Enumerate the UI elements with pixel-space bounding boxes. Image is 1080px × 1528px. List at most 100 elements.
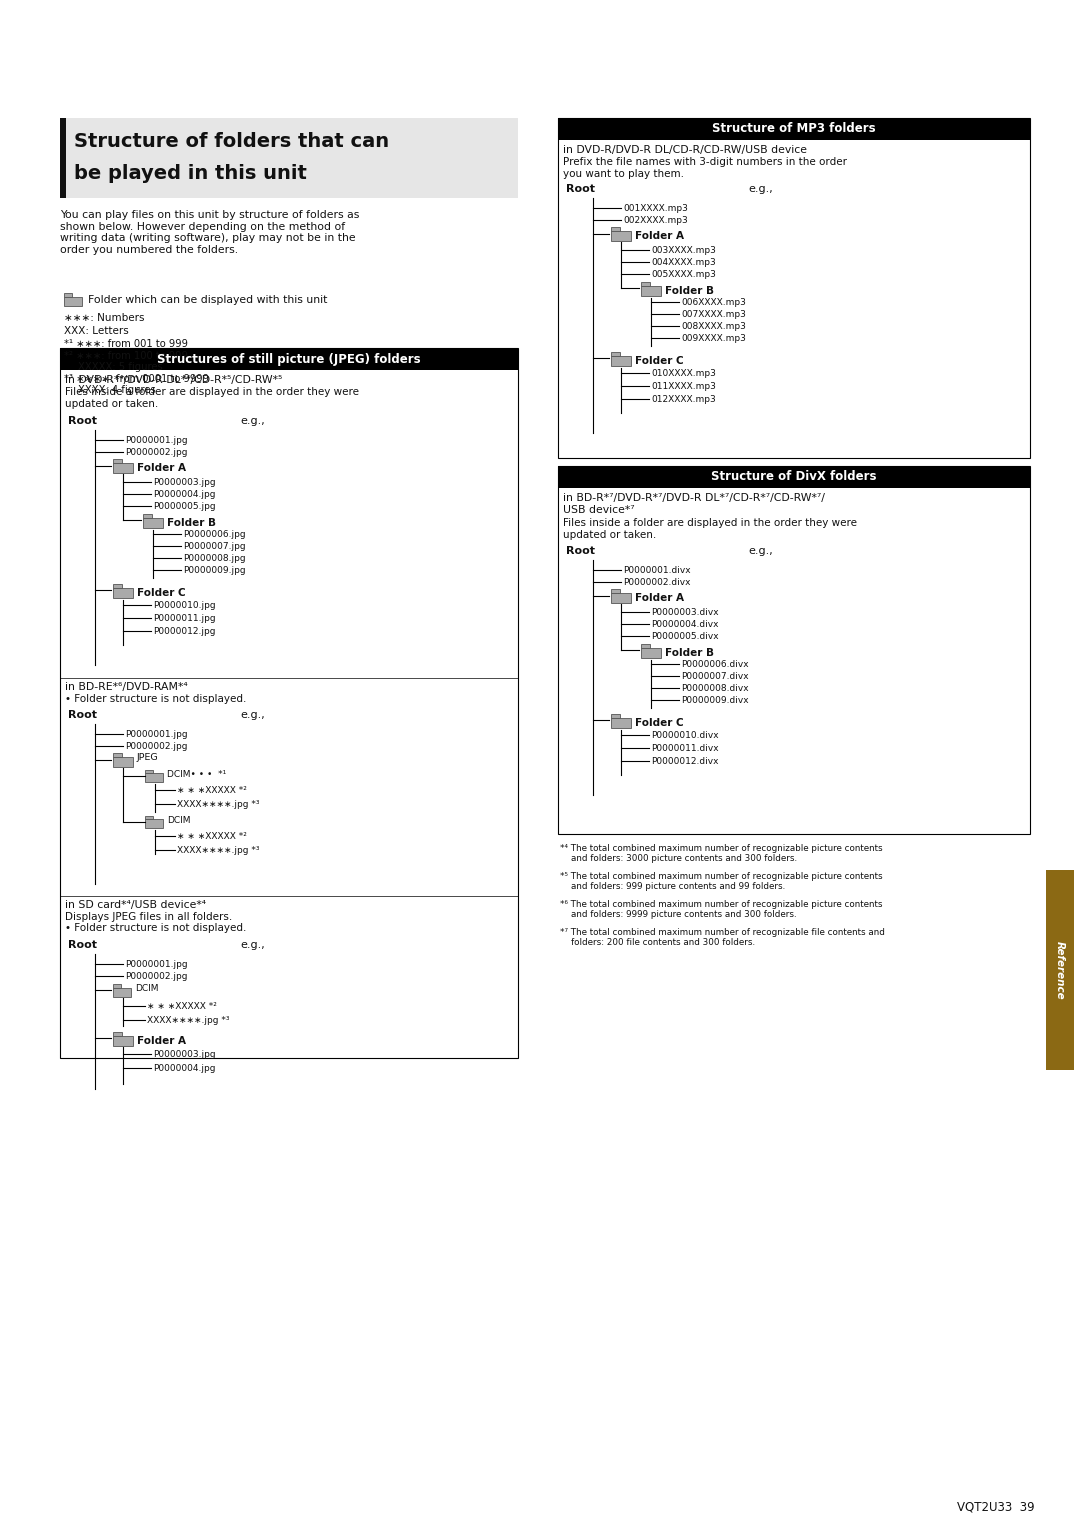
Bar (611, 588, 620, 593)
Bar (611, 351, 620, 356)
Text: P0000002.jpg: P0000002.jpg (125, 743, 188, 750)
Bar (1047, 869, 1074, 1070)
Text: XXXXX: 5 figures: XXXXX: 5 figures (78, 362, 163, 371)
Text: e.g.,: e.g., (748, 183, 773, 194)
Text: • Folder structure is not displayed.: • Folder structure is not displayed. (65, 923, 246, 934)
Text: 005XXXX.mp3: 005XXXX.mp3 (651, 270, 716, 280)
Text: XXXX∗∗∗∗.jpg *³: XXXX∗∗∗∗.jpg *³ (177, 801, 259, 808)
Text: Files inside a folder are displayed in the order they were
updated or taken.: Files inside a folder are displayed in t… (65, 387, 359, 408)
Bar (64, 296, 82, 306)
Bar (113, 1031, 122, 1036)
Text: Displays JPEG files in all folders.: Displays JPEG files in all folders. (65, 912, 232, 921)
Bar (113, 584, 122, 588)
Text: 009XXXX.mp3: 009XXXX.mp3 (681, 335, 746, 342)
Text: in SD card*⁴/USB device*⁴: in SD card*⁴/USB device*⁴ (65, 900, 206, 911)
Text: 008XXXX.mp3: 008XXXX.mp3 (681, 322, 746, 332)
Bar (642, 286, 661, 296)
Bar (611, 714, 620, 718)
Text: ∗ ∗ ∗XXXXX *²: ∗ ∗ ∗XXXXX *² (177, 785, 247, 795)
Bar (611, 718, 631, 727)
Text: e.g.,: e.g., (240, 711, 265, 720)
Bar (113, 1036, 133, 1047)
Bar (558, 466, 1030, 487)
Text: XXXX∗∗∗∗.jpg *³: XXXX∗∗∗∗.jpg *³ (147, 1016, 229, 1025)
Bar (64, 293, 72, 296)
Text: DCIM: DCIM (135, 984, 159, 993)
Text: P0000002.divx: P0000002.divx (623, 578, 690, 587)
Bar (60, 348, 518, 370)
Text: Folder B: Folder B (167, 518, 216, 529)
Text: P0000006.jpg: P0000006.jpg (183, 530, 245, 539)
Bar (113, 984, 121, 987)
Text: 006XXXX.mp3: 006XXXX.mp3 (681, 298, 746, 307)
Text: e.g.,: e.g., (240, 416, 265, 426)
Text: in DVD-R/DVD-R DL/CD-R/CD-RW/USB device: in DVD-R/DVD-R DL/CD-R/CD-RW/USB device (563, 145, 807, 154)
Text: P0000008.jpg: P0000008.jpg (183, 555, 245, 562)
Text: JPEG: JPEG (137, 753, 159, 762)
Bar (611, 356, 631, 367)
Bar (113, 588, 133, 597)
Text: Root: Root (566, 183, 595, 194)
Text: ∗ ∗ ∗XXXXX *²: ∗ ∗ ∗XXXXX *² (147, 1002, 217, 1012)
Text: Folder A: Folder A (137, 463, 186, 474)
Bar (113, 987, 131, 996)
Text: *⁶ The total combined maximum number of recognizable picture contents
    and fo: *⁶ The total combined maximum number of … (561, 900, 882, 920)
Text: e.g.,: e.g., (240, 940, 265, 950)
Text: Folder B: Folder B (665, 648, 714, 659)
Bar (113, 753, 122, 756)
Bar (558, 118, 1030, 458)
Text: XXXX∗∗∗∗.jpg *³: XXXX∗∗∗∗.jpg *³ (177, 847, 259, 856)
Text: P0000010.jpg: P0000010.jpg (153, 601, 216, 610)
Text: 001XXXX.mp3: 001XXXX.mp3 (623, 205, 688, 212)
Bar (642, 643, 650, 648)
Text: 003XXXX.mp3: 003XXXX.mp3 (651, 246, 716, 255)
Text: XXXX: 4 figures: XXXX: 4 figures (78, 385, 156, 396)
Text: 004XXXX.mp3: 004XXXX.mp3 (651, 258, 716, 267)
Text: Prefix the file names with 3-digit numbers in the order
you want to play them.: Prefix the file names with 3-digit numbe… (563, 157, 847, 179)
Text: Structure of DivX folders: Structure of DivX folders (712, 471, 877, 483)
Text: *¹ ∗∗∗: from 001 to 999: *¹ ∗∗∗: from 001 to 999 (64, 339, 188, 348)
Text: P0000004.divx: P0000004.divx (651, 620, 718, 630)
Text: Root: Root (68, 940, 97, 950)
Bar (113, 458, 122, 463)
Bar (60, 118, 518, 199)
Text: Folder C: Folder C (635, 356, 684, 367)
Text: XXX: Letters: XXX: Letters (64, 325, 129, 336)
Text: P0000004.jpg: P0000004.jpg (153, 1063, 216, 1073)
Text: P0000002.jpg: P0000002.jpg (125, 972, 188, 981)
Bar (642, 283, 650, 286)
Text: P0000007.divx: P0000007.divx (681, 672, 748, 681)
Text: P0000004.jpg: P0000004.jpg (153, 490, 216, 500)
Text: 002XXXX.mp3: 002XXXX.mp3 (623, 215, 688, 225)
Bar (113, 756, 133, 767)
Text: P0000009.divx: P0000009.divx (681, 695, 748, 704)
Text: P0000005.divx: P0000005.divx (651, 633, 718, 642)
Text: DCIM• • •  *¹: DCIM• • • *¹ (167, 770, 226, 779)
Bar (113, 463, 133, 474)
Text: P0000006.divx: P0000006.divx (681, 660, 748, 669)
Text: Structure of folders that can: Structure of folders that can (75, 131, 389, 151)
Text: e.g.,: e.g., (748, 545, 773, 556)
Bar (642, 648, 661, 659)
Text: in BD-RE*⁶/DVD-RAM*⁴: in BD-RE*⁶/DVD-RAM*⁴ (65, 681, 188, 692)
Text: *⁷ The total combined maximum number of recognizable file contents and
    folde: *⁷ The total combined maximum number of … (561, 927, 885, 947)
Text: P0000002.jpg: P0000002.jpg (125, 448, 188, 457)
Text: P0000005.jpg: P0000005.jpg (153, 503, 216, 510)
Text: Root: Root (68, 416, 97, 426)
Text: Folder A: Folder A (137, 1036, 186, 1047)
Text: 011XXXX.mp3: 011XXXX.mp3 (651, 382, 716, 391)
Text: P0000001.divx: P0000001.divx (623, 565, 690, 575)
Text: P0000012.divx: P0000012.divx (651, 756, 718, 766)
Bar (558, 466, 1030, 834)
Text: Reference: Reference (1055, 941, 1065, 999)
Text: You can play files on this unit by structure of folders as
shown below. However : You can play files on this unit by struc… (60, 209, 360, 255)
Text: 012XXXX.mp3: 012XXXX.mp3 (651, 396, 716, 403)
Bar (611, 593, 631, 604)
Text: P0000003.jpg: P0000003.jpg (153, 1050, 216, 1059)
Text: P0000010.divx: P0000010.divx (651, 730, 718, 740)
Text: 010XXXX.mp3: 010XXXX.mp3 (651, 368, 716, 377)
Bar (143, 518, 163, 529)
Text: Folder B: Folder B (665, 286, 714, 296)
Text: P0000009.jpg: P0000009.jpg (183, 565, 245, 575)
Bar (611, 228, 620, 231)
